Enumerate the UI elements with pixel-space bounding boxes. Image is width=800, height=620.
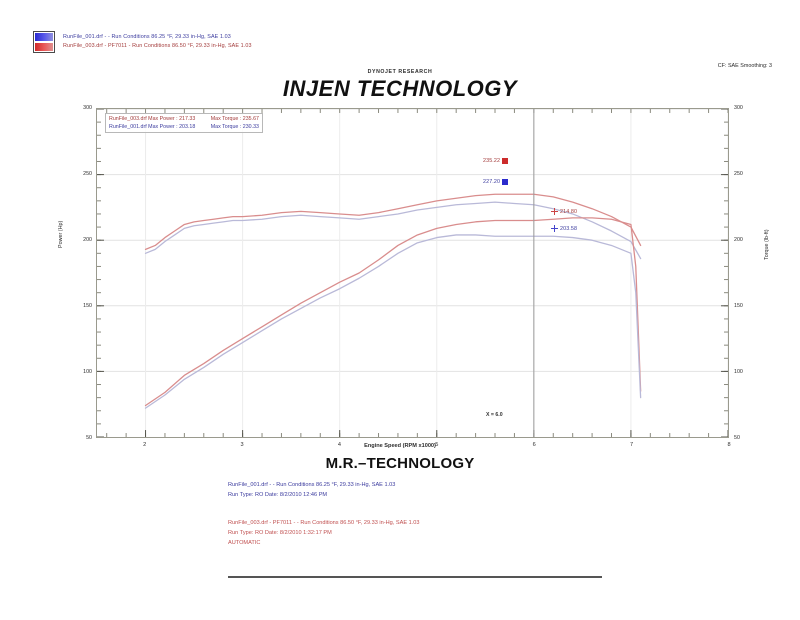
x-tick-7: 7	[630, 442, 634, 448]
y-tick-left-50: 50	[86, 435, 92, 441]
mr-technology-title: M.R.–TECHNOLOGY	[325, 455, 475, 472]
x-tick-6: 6	[532, 442, 536, 448]
square-marker-blue-icon	[502, 179, 509, 185]
x-tick-8: 8	[727, 442, 731, 448]
y-tick-left-150: 150	[83, 303, 92, 309]
footer-red-line-3: AUTOMATIC	[228, 539, 261, 546]
cursor-readout-red-power: 214.80	[551, 208, 577, 215]
y-tick-right-150: 150	[734, 303, 743, 309]
cursor-readout-red-torque: 235.22	[483, 158, 509, 164]
max-power-legend-box: RunFile_003.drf Max Power : 217.33 Max T…	[105, 113, 263, 134]
cf-smoothing-label: CF: SAE Smoothing: 3	[717, 63, 772, 69]
footer-run-red: RunFile_003.drf - PF7011 - - Run Conditi…	[228, 519, 420, 548]
max-row-blue-torque: Max Torque : 230.33	[210, 124, 259, 131]
cursor-readout-blue-power: 203.58	[551, 225, 577, 232]
cross-marker-red-icon	[551, 208, 558, 215]
cursor-x-label: X = 6.0	[486, 412, 503, 418]
curves-svg	[97, 109, 728, 437]
y-tick-right-50: 50	[734, 435, 740, 441]
max-row-red-label: RunFile_003.drf Max Power : 217.33	[109, 116, 196, 122]
footer-red-line-1: RunFile_003.drf - PF7011 - - Run Conditi…	[228, 520, 420, 526]
max-row-blue: RunFile_001.drf Max Power : 203.18 Max T…	[109, 123, 259, 131]
readout-value: 235.22	[483, 158, 501, 164]
footer-blue-line-1: RunFile_001.drf - - Run Conditions 86.25…	[228, 482, 396, 488]
footer-red-line-2: Run Type: RO Date: 8/2/2010 1:32:17 PM	[228, 529, 332, 536]
top-run-line-blue: RunFile_001.drf - - Run Conditions 86.25…	[63, 34, 231, 40]
square-marker-red-icon	[502, 158, 509, 164]
footer-blue-line-2: Run Type: RO Date: 8/2/2010 12:46 PM	[228, 491, 328, 498]
readout-value: 214.80	[560, 208, 578, 215]
dynojet-research-label: DYNOJET RESEARCH	[367, 69, 433, 75]
x-tick-5: 5	[435, 442, 439, 448]
y-tick-right-250: 250	[734, 171, 743, 177]
footer-divider	[228, 576, 602, 578]
max-row-red: RunFile_003.drf Max Power : 217.33 Max T…	[109, 115, 259, 123]
y-axis-label-right: Torque (lb-ft)	[764, 229, 770, 260]
y-tick-left-300: 300	[83, 105, 92, 111]
run-color-swatch-icon	[33, 31, 55, 53]
series-line-0	[144, 193, 642, 251]
top-run-legend: RunFile_001.drf - - Run Conditions 86.25…	[33, 31, 453, 57]
cross-marker-blue-icon	[551, 225, 558, 232]
cursor-readout-blue-torque: 227.20	[483, 179, 509, 185]
page-title: INJEN TECHNOLOGY	[282, 76, 518, 101]
y-tick-left-250: 250	[83, 171, 92, 177]
dyno-plot-area: RunFile_003.drf Max Power : 217.33 Max T…	[96, 108, 729, 438]
y-tick-left-200: 200	[83, 237, 92, 243]
series-line-2	[144, 217, 642, 407]
series-line-3	[144, 234, 642, 409]
top-run-line-red: RunFile_003.drf - PF7011 - Run Condition…	[63, 43, 252, 49]
x-tick-4: 4	[337, 442, 342, 448]
y-tick-right-100: 100	[734, 369, 743, 375]
max-row-red-torque: Max Torque : 235.67	[210, 116, 259, 122]
readout-value: 203.58	[560, 225, 578, 232]
readout-value: 227.20	[483, 179, 501, 185]
y-tick-right-200: 200	[734, 237, 743, 243]
series-line-1	[144, 201, 642, 260]
y-tick-right-300: 300	[734, 105, 743, 111]
x-axis-label: Engine Speed (RPM x1000)	[364, 443, 436, 449]
footer-run-blue: RunFile_001.drf - - Run Conditions 86.25…	[228, 481, 395, 501]
y-axis-label-left: Power (Hp)	[58, 220, 64, 248]
x-tick-2: 2	[143, 442, 147, 448]
y-tick-left-100: 100	[83, 369, 92, 375]
x-tick-3: 3	[240, 442, 244, 448]
max-row-blue-label: RunFile_001.drf Max Power : 203.18	[109, 124, 196, 131]
plot-canvas	[97, 109, 728, 437]
